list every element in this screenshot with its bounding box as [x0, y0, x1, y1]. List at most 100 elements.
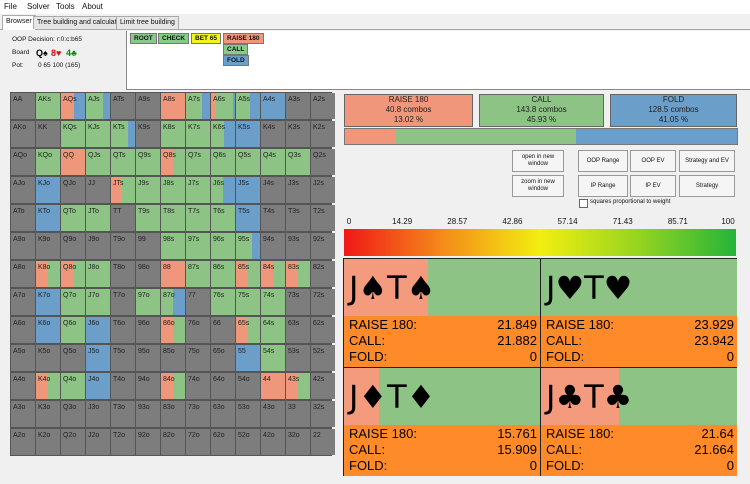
hand-cell[interactable]: QJs: [86, 149, 110, 175]
hand-cell[interactable]: T9s: [136, 205, 160, 231]
summary-raise[interactable]: RAISE 180 40.8 combos 13.02 %: [344, 94, 473, 127]
hand-cell[interactable]: 83o: [161, 401, 185, 427]
hand-cell[interactable]: A5s: [236, 93, 260, 119]
combo-detail-panel[interactable]: J♥T♥ RAISE 180: 23.929 CALL: 23.942 FOLD: 0: [541, 259, 737, 367]
hand-cell[interactable]: 42s: [311, 373, 335, 399]
hand-cell[interactable]: 98o: [136, 261, 160, 287]
hand-cell[interactable]: A4o: [11, 373, 35, 399]
hand-cell[interactable]: 84s: [261, 261, 285, 287]
hand-cell[interactable]: 95o: [136, 345, 160, 371]
tree-node-root[interactable]: ROOT: [130, 33, 157, 44]
hand-cell[interactable]: 98s: [161, 233, 185, 259]
summary-call[interactable]: CALL 143.8 combos 45.93 %: [479, 94, 604, 127]
hand-cell[interactable]: J8s: [161, 177, 185, 203]
hand-cell[interactable]: A3o: [11, 401, 35, 427]
hand-cell[interactable]: 75o: [186, 345, 210, 371]
hand-cell[interactable]: JJ: [86, 177, 110, 203]
hand-cell[interactable]: K3o: [36, 401, 60, 427]
hand-cell[interactable]: J6o: [86, 317, 110, 343]
hand-cell[interactable]: 97s: [186, 233, 210, 259]
hand-cell[interactable]: KTo: [36, 205, 60, 231]
hand-cell[interactable]: A9s: [136, 93, 160, 119]
hand-cell[interactable]: A2s: [311, 93, 335, 119]
hand-cell[interactable]: KQs: [61, 121, 85, 147]
hand-cell[interactable]: J2o: [86, 429, 110, 455]
combo-detail-panel[interactable]: J♣T♣ RAISE 180: 21.64 CALL: 21.664 FOLD: 0: [541, 368, 737, 476]
hand-cell[interactable]: 92o: [136, 429, 160, 455]
hand-cell[interactable]: A8o: [11, 261, 35, 287]
hand-cell[interactable]: 84o: [161, 373, 185, 399]
hand-cell[interactable]: A6o: [11, 317, 35, 343]
hand-cell[interactable]: Q4o: [61, 373, 85, 399]
hand-cell[interactable]: T7o: [111, 289, 135, 315]
hand-cell[interactable]: A5o: [11, 345, 35, 371]
hand-cell[interactable]: K9s: [136, 121, 160, 147]
hand-cell[interactable]: Q9s: [136, 149, 160, 175]
hand-cell[interactable]: KJo: [36, 177, 60, 203]
hand-cell[interactable]: 85o: [161, 345, 185, 371]
hand-cell[interactable]: 54o: [236, 373, 260, 399]
hand-cell[interactable]: K5o: [36, 345, 60, 371]
hand-cell[interactable]: ATo: [11, 205, 35, 231]
summary-fold[interactable]: FOLD 128.5 combos 41.05 %: [610, 94, 737, 127]
hand-cell[interactable]: K2s: [311, 121, 335, 147]
hand-cell[interactable]: Q6o: [61, 317, 85, 343]
hand-cell[interactable]: J7s: [186, 177, 210, 203]
hand-cell[interactable]: KK: [36, 121, 60, 147]
hand-cell[interactable]: 83s: [286, 261, 310, 287]
hand-cell[interactable]: 52s: [311, 345, 335, 371]
hand-cell[interactable]: Q3s: [286, 149, 310, 175]
hand-cell[interactable]: K5s: [236, 121, 260, 147]
hand-cell[interactable]: 66: [211, 317, 235, 343]
hand-cell[interactable]: Q6s: [211, 149, 235, 175]
hand-cell[interactable]: 65s: [236, 317, 260, 343]
hand-cell[interactable]: KTs: [111, 121, 135, 147]
hand-cell[interactable]: T6o: [111, 317, 135, 343]
hand-cell[interactable]: 33: [286, 401, 310, 427]
hand-cell[interactable]: AQo: [11, 149, 35, 175]
strategy-and-ev-button[interactable]: Strategy and EV: [679, 150, 735, 172]
oop-range-button[interactable]: OOP Range: [578, 150, 628, 172]
menu-file[interactable]: File: [4, 2, 17, 11]
hand-cell[interactable]: 63s: [286, 317, 310, 343]
hand-cell[interactable]: Q2o: [61, 429, 85, 455]
hand-cell[interactable]: J3s: [286, 177, 310, 203]
hand-cell[interactable]: T2o: [111, 429, 135, 455]
hand-cell[interactable]: 76s: [211, 289, 235, 315]
hand-cell[interactable]: J9s: [136, 177, 160, 203]
hand-cell[interactable]: K4o: [36, 373, 60, 399]
hand-cell[interactable]: 32o: [286, 429, 310, 455]
tree-node-bet[interactable]: BET 65: [191, 33, 222, 44]
hand-cell[interactable]: J4s: [261, 177, 285, 203]
hand-cell[interactable]: A3s: [286, 93, 310, 119]
hand-cell[interactable]: Q7o: [61, 289, 85, 315]
hand-cell[interactable]: QQ: [61, 149, 85, 175]
hand-cell[interactable]: 95s: [236, 233, 260, 259]
hand-cell[interactable]: 82s: [311, 261, 335, 287]
hand-cell[interactable]: 52o: [236, 429, 260, 455]
hand-cell[interactable]: J2s: [311, 177, 335, 203]
hand-cell[interactable]: T4o: [111, 373, 135, 399]
hand-cell[interactable]: 94s: [261, 233, 285, 259]
hand-cell[interactable]: A6s: [211, 93, 235, 119]
hand-cell[interactable]: 44: [261, 373, 285, 399]
hand-cell[interactable]: K2o: [36, 429, 60, 455]
hand-cell[interactable]: 64o: [211, 373, 235, 399]
hand-cell[interactable]: A2o: [11, 429, 35, 455]
hand-cell[interactable]: T4s: [261, 205, 285, 231]
hand-cell[interactable]: 62s: [311, 317, 335, 343]
hand-cell[interactable]: T7s: [186, 205, 210, 231]
hand-cell[interactable]: J9o: [86, 233, 110, 259]
hand-cell[interactable]: JTo: [86, 205, 110, 231]
tree-node-call[interactable]: CALL: [223, 44, 249, 55]
hand-cell[interactable]: 72o: [186, 429, 210, 455]
hand-cell[interactable]: K3s: [286, 121, 310, 147]
hand-cell[interactable]: 85s: [236, 261, 260, 287]
hand-cell[interactable]: T5s: [236, 205, 260, 231]
hand-cell[interactable]: Q3o: [61, 401, 85, 427]
hand-cell[interactable]: ATs: [111, 93, 135, 119]
hand-cell[interactable]: 75s: [236, 289, 260, 315]
hand-cell[interactable]: 97o: [136, 289, 160, 315]
hand-cell[interactable]: 53o: [236, 401, 260, 427]
hand-cell[interactable]: 93o: [136, 401, 160, 427]
